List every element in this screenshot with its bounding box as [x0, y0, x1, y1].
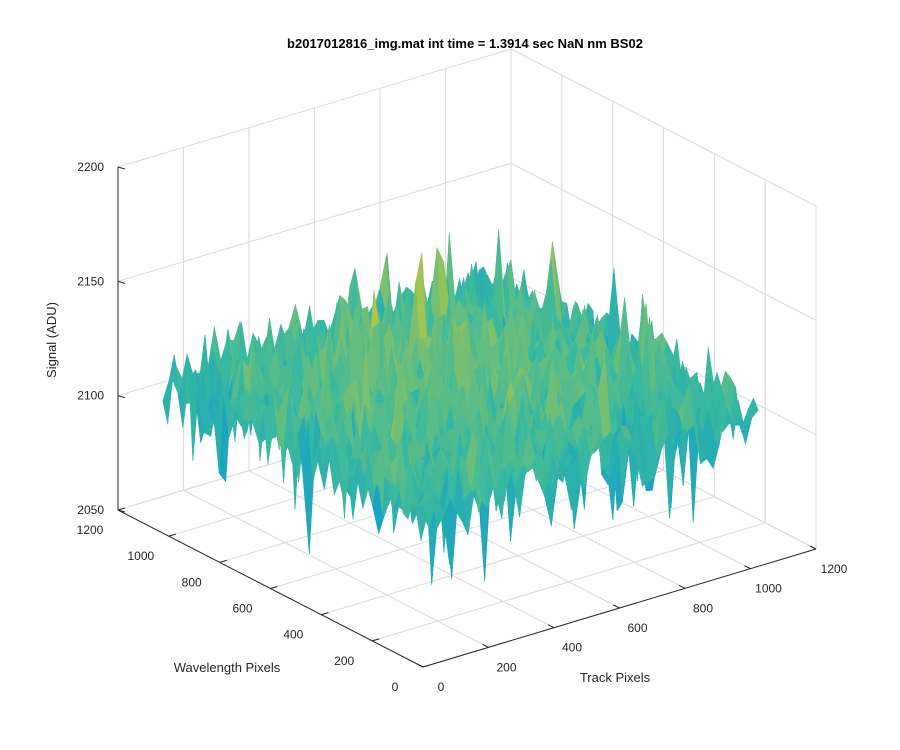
- z-tick-label: 2050: [77, 503, 104, 517]
- x-tick-label: 1000: [755, 582, 782, 596]
- z-tick-label: 2150: [77, 274, 104, 288]
- grid-line-floor-y: [372, 522, 766, 642]
- y-tick-mark: [270, 586, 278, 589]
- x-tick-label: 800: [693, 601, 713, 615]
- z-tick-label: 2100: [77, 389, 104, 403]
- y-tick-label: 600: [232, 602, 252, 616]
- z-tick-mark: [117, 280, 126, 284]
- y-tick-label: 1200: [77, 523, 104, 537]
- y-tick-mark: [168, 533, 176, 537]
- surface-patch: [162, 354, 175, 425]
- x-tick-label: 200: [496, 660, 516, 674]
- z-tick-mark: [117, 166, 126, 170]
- y-tick-label: 400: [283, 628, 303, 642]
- x-axis-title: Track Pixels: [580, 670, 651, 685]
- tick-labels: 0 200 400 600 800 1000 1200 0 200 400 600 800 1000 12…: [77, 160, 848, 694]
- x-tick-mark: [809, 545, 817, 550]
- x-tick-mark: [416, 663, 424, 668]
- y-tick-mark: [372, 638, 380, 642]
- grid-line-wall-z: [510, 48, 817, 207]
- y-tick-mark: [219, 559, 227, 563]
- grid-line-floor-y: [321, 496, 715, 616]
- x-tick-mark: [482, 643, 489, 648]
- y-tick-label: 800: [182, 575, 202, 589]
- z-tick-label: 2200: [77, 160, 104, 174]
- surface-patch: [417, 505, 430, 530]
- y-axis-title: Wavelength Pixels: [174, 660, 281, 675]
- chart-title: b2017012816_img.mat int time = 1.3914 se…: [287, 36, 643, 51]
- x-tick-mark: [678, 584, 686, 589]
- x-tick-label: 400: [562, 641, 582, 655]
- y-tick-label: 1000: [127, 549, 154, 563]
- axes-box: [117, 166, 817, 668]
- z-axis-title: Signal (ADU): [44, 302, 59, 378]
- grid-line-wall-z: [117, 162, 512, 282]
- grid-line-wall-z: [510, 162, 817, 321]
- grid-line-wall-z: [117, 48, 512, 168]
- x-tick-label: 0: [438, 680, 445, 694]
- x-tick-mark: [744, 565, 751, 570]
- y-tick-mark: [321, 612, 329, 616]
- x-tick-mark: [613, 604, 620, 609]
- surface-mesh: [162, 229, 759, 585]
- y-tick-mark: [422, 664, 431, 668]
- x-tick-mark: [547, 624, 555, 629]
- y-tick-mark: [117, 507, 126, 511]
- y-tick-label: 200: [334, 654, 354, 668]
- z-tick-mark: [117, 395, 126, 399]
- x-tick-label: 600: [627, 621, 647, 635]
- z-tick-mark: [117, 509, 126, 513]
- x-tick-label: 1200: [821, 562, 848, 576]
- y-tick-label: 0: [392, 680, 399, 694]
